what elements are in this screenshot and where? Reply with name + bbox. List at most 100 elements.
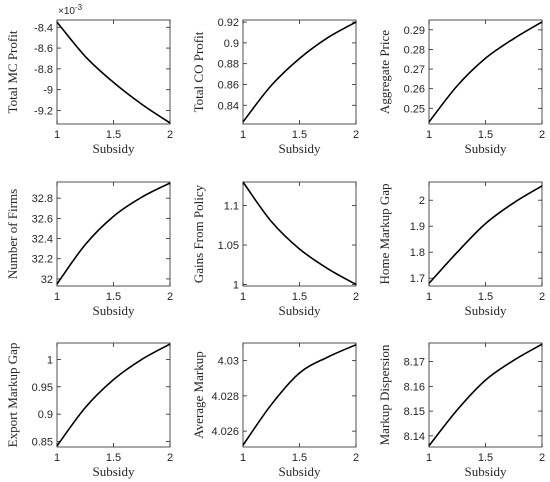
panel-3: 1 1.5 2 0.25 0.26 0.27 0.28 0.29 Subsidy Aggregat… bbox=[377, 19, 545, 156]
x-tick-label: 1 bbox=[240, 291, 246, 303]
y-axis-label: Markup Dispersion bbox=[377, 344, 392, 445]
y-axis-label: Total MC Profit bbox=[5, 30, 20, 113]
y-tick-label: 4.03 bbox=[218, 356, 239, 368]
x-tick-label: 1 bbox=[426, 291, 432, 303]
x-tick-label: 1 bbox=[54, 291, 60, 303]
x-axis-label: Subsidy bbox=[465, 464, 507, 479]
y-tick-label: 1.05 bbox=[218, 240, 239, 252]
y-axis-label: Number of Firms bbox=[5, 189, 20, 279]
panel-8: 1 1.5 2 4.026 4.028 4.03 Subsidy Average Markup bbox=[191, 342, 359, 479]
x-tick-label: 1 bbox=[54, 452, 60, 464]
y-tick-label: 32.2 bbox=[32, 254, 53, 266]
y-axis-label: Gains From Policy bbox=[191, 184, 206, 283]
y-tick-label: 32 bbox=[41, 274, 53, 286]
y-axis-label: Aggregate Price bbox=[377, 30, 392, 114]
y-tick-label: 1.8 bbox=[410, 247, 425, 259]
y-tick-label: 32.6 bbox=[32, 213, 53, 225]
y-tick-label: 1.1 bbox=[224, 201, 239, 213]
series-line bbox=[428, 185, 543, 284]
x-tick-label: 2 bbox=[167, 129, 173, 141]
x-tick-label: 1.5 bbox=[292, 291, 307, 303]
x-tick-label: 1 bbox=[240, 129, 246, 141]
x-tick-label: 2 bbox=[167, 452, 173, 464]
y-tick-label: 0.9 bbox=[38, 409, 53, 421]
x-axis-label: Subsidy bbox=[93, 464, 135, 479]
x-axis-label: Subsidy bbox=[465, 141, 507, 156]
y-tick-label: 8.17 bbox=[404, 357, 425, 369]
x-axis-label: Subsidy bbox=[279, 141, 321, 156]
x-tick-label: 1 bbox=[54, 129, 60, 141]
series-line bbox=[56, 21, 171, 124]
x-tick-label: 1.5 bbox=[106, 291, 121, 303]
x-tick-label: 2 bbox=[539, 291, 545, 303]
x-tick-label: 2 bbox=[167, 291, 173, 303]
series-line bbox=[242, 181, 357, 286]
plot-frame bbox=[56, 19, 171, 125]
y-tick-label: 0.92 bbox=[218, 17, 239, 29]
panel-1: 1 1.5 2 -8.4 -8.6 -8.8 -9 -9.2 ×10-3 Subsidy Total… bbox=[5, 3, 173, 156]
x-tick-label: 2 bbox=[539, 129, 545, 141]
y-tick-label: 4.026 bbox=[211, 426, 239, 438]
series-line bbox=[428, 21, 543, 123]
y-axis-label: Home Markup Gap bbox=[377, 183, 392, 284]
y-tick-label: 0.84 bbox=[218, 100, 239, 112]
y-tick-label: 0.95 bbox=[32, 382, 53, 394]
y-axis-label: Total CO Profit bbox=[191, 31, 206, 112]
plot-frame bbox=[242, 342, 357, 448]
y-axis-label: Export Markup Gap bbox=[5, 343, 20, 448]
series-line bbox=[56, 182, 171, 285]
panel-5: 1 1.5 2 1 1.05 1.1 Subsidy Gains From Policy bbox=[191, 181, 359, 318]
y-tick-label: 0.29 bbox=[404, 25, 425, 37]
series-line bbox=[242, 21, 357, 123]
x-tick-label: 2 bbox=[353, 129, 359, 141]
y-tick-label: 0.28 bbox=[404, 44, 425, 56]
x-tick-label: 1.5 bbox=[292, 129, 307, 141]
x-axis-label: Subsidy bbox=[93, 303, 135, 318]
y-exponent-base: ×10 bbox=[58, 6, 75, 17]
y-tick-label: -9 bbox=[43, 85, 53, 97]
series-line bbox=[428, 343, 543, 447]
plot-frame bbox=[56, 342, 171, 448]
x-axis-label: Subsidy bbox=[279, 464, 321, 479]
x-tick-label: 1 bbox=[240, 452, 246, 464]
y-tick-label: 8.16 bbox=[404, 381, 425, 393]
y-tick-label: 0.85 bbox=[32, 437, 53, 449]
y-tick-label: 1.7 bbox=[410, 273, 425, 285]
plot-frame bbox=[242, 181, 357, 287]
y-axis-label: Average Markup bbox=[191, 351, 206, 438]
plot-frame bbox=[428, 19, 543, 125]
panel-7: 1 1.5 2 0.85 0.9 0.95 1 Subsidy Export Markup Ga… bbox=[5, 342, 173, 479]
y-tick-label: 0.88 bbox=[218, 59, 239, 71]
y-tick-label: 32.8 bbox=[32, 193, 53, 205]
plot-frame bbox=[56, 181, 171, 287]
y-tick-label: 1 bbox=[233, 279, 239, 291]
panel-6: 1 1.5 2 1.7 1.8 1.9 2 Subsidy Home Markup Gap bbox=[377, 181, 545, 318]
y-tick-label: 0.26 bbox=[404, 84, 425, 96]
y-tick-label: 1 bbox=[47, 354, 53, 366]
y-tick-label: -8.4 bbox=[34, 22, 53, 34]
y-tick-label: 0.27 bbox=[404, 64, 425, 76]
y-tick-label: 0.25 bbox=[404, 103, 425, 115]
y-tick-label: 1.9 bbox=[410, 221, 425, 233]
x-tick-label: 1.5 bbox=[478, 291, 493, 303]
y-tick-label: 32.4 bbox=[32, 234, 53, 246]
y-tick-label: 8.15 bbox=[404, 406, 425, 418]
y-exponent-power: -3 bbox=[75, 3, 83, 12]
x-axis-label: Subsidy bbox=[465, 303, 507, 318]
x-tick-label: 2 bbox=[353, 452, 359, 464]
y-tick-label: 8.14 bbox=[404, 431, 425, 443]
x-tick-label: 2 bbox=[353, 291, 359, 303]
y-tick-label: 0.9 bbox=[224, 38, 239, 50]
y-tick-label: 2 bbox=[419, 195, 425, 207]
y-exponent-label: ×10-3 bbox=[58, 3, 83, 17]
plot-frame bbox=[428, 342, 543, 448]
panel-9: 1 1.5 2 8.14 8.15 8.16 8.17 Subsidy Markup Dispe… bbox=[377, 342, 545, 479]
x-tick-label: 1.5 bbox=[478, 129, 493, 141]
x-tick-label: 1.5 bbox=[478, 452, 493, 464]
y-tick-label: -8.8 bbox=[34, 64, 53, 76]
x-tick-label: 2 bbox=[539, 452, 545, 464]
x-tick-label: 1.5 bbox=[292, 452, 307, 464]
panel-4: 1 1.5 2 32 32.2 32.4 32.6 32.8 Subsidy Number of … bbox=[5, 181, 173, 318]
x-tick-label: 1.5 bbox=[106, 129, 121, 141]
